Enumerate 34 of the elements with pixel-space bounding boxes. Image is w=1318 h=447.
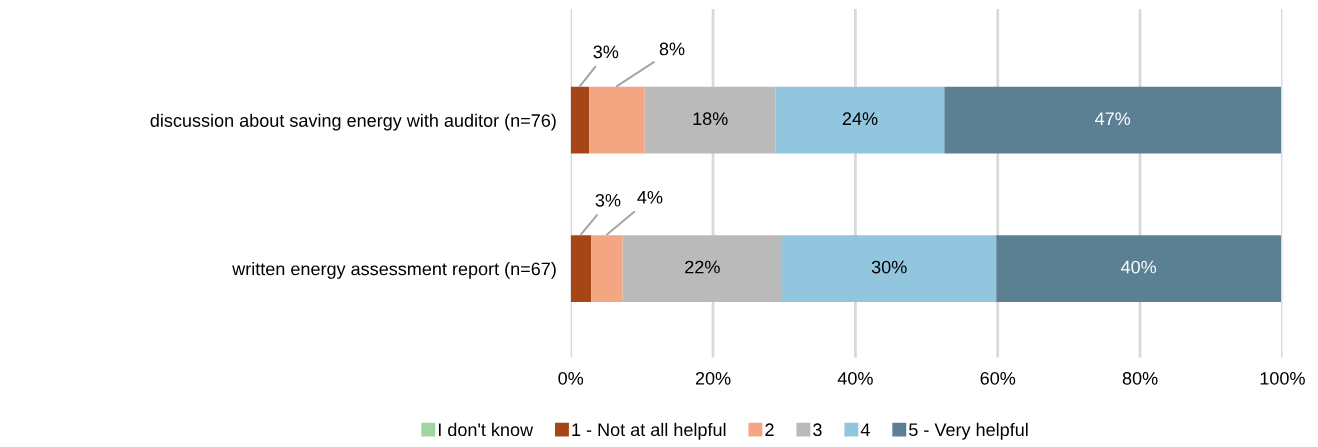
data-label: 3%: [595, 193, 621, 207]
x-tick-label: 20%: [695, 371, 731, 385]
legend-label: I don't know: [438, 422, 534, 437]
data-label: 18%: [693, 112, 728, 126]
x-tick-label: 80%: [1122, 371, 1158, 385]
bar: [622, 235, 783, 302]
y-tick-label: written energy assessment report (n=67): [232, 262, 556, 279]
bar: [570, 235, 592, 302]
x-tick-label: 60%: [980, 371, 1016, 385]
legend-label: 5 - Very helpful: [909, 422, 1028, 440]
x-tick-label: 40%: [837, 371, 873, 385]
bar: [589, 86, 645, 154]
bar: [644, 86, 776, 154]
data-label: 4%: [637, 190, 663, 204]
data-label: 3%: [593, 45, 619, 59]
bar: [996, 235, 1281, 302]
data-label: 24%: [842, 112, 878, 125]
data-label: 47%: [1095, 112, 1131, 125]
bar: [591, 235, 623, 302]
data-label: 22%: [685, 260, 720, 274]
legend-label: 2: [765, 423, 774, 436]
x-tick-label: 0%: [558, 371, 584, 385]
bar: [944, 86, 1281, 154]
legend-label: 4: [860, 423, 870, 436]
data-label: 8%: [659, 42, 685, 56]
bar: [775, 86, 945, 154]
bar: [782, 235, 997, 302]
y-tick-label: discussion about saving energy with auditor (n=76): [150, 113, 556, 131]
x-tick-label: 100%: [1260, 371, 1305, 385]
data-label: 40%: [1120, 260, 1157, 274]
legend-label: 3: [813, 423, 822, 437]
legend-label: 1 - Not at all helpful: [572, 422, 726, 440]
bar: [570, 86, 590, 154]
data-label: 30%: [871, 260, 907, 274]
